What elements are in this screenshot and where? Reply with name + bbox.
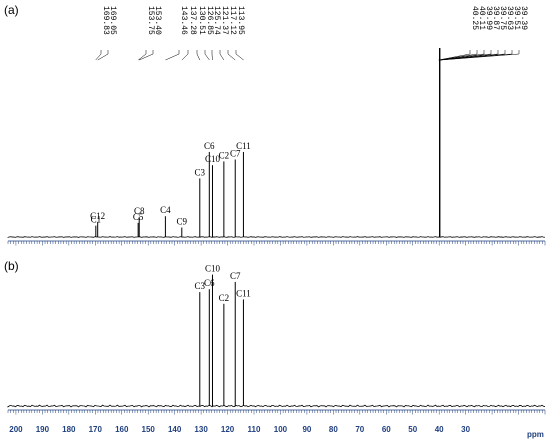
x-tick-label: 40 [435, 425, 444, 434]
x-tick-label: 70 [355, 425, 364, 434]
peak-label: C6 [204, 278, 215, 288]
shift-leader-line [181, 50, 189, 61]
shift-label: 39.87 [491, 6, 500, 30]
shift-label: 40.25 [470, 6, 479, 30]
baseline [7, 236, 546, 238]
shift-label: 113.95 [236, 6, 245, 35]
shift-label: 143.46 [179, 6, 188, 35]
shift-leader-line [227, 50, 236, 61]
shift-leader-line [204, 50, 210, 61]
x-tick-label: 170 [89, 425, 103, 434]
x-tick-label: 90 [302, 425, 311, 434]
shift-label: 153.40 [153, 6, 162, 35]
x-tick-label: 30 [461, 425, 470, 434]
shift-leader-line [440, 50, 520, 61]
shift-label: 137.28 [188, 6, 197, 35]
peak-label: C11 [236, 288, 251, 298]
shift-leader-line [165, 50, 180, 61]
peak-label: C5 [133, 212, 144, 222]
shift-label: 40.11 [477, 6, 486, 30]
shift-label: 125.74 [212, 6, 221, 35]
peak-label: C7 [230, 271, 241, 281]
shift-label: 169.05 [108, 6, 117, 35]
shift-label: 130.51 [197, 6, 206, 35]
shift-label: 121.37 [220, 6, 229, 35]
shift-leader-line [139, 50, 154, 61]
peak-label: C2 [219, 150, 230, 160]
shift-label: 39.75 [498, 6, 507, 30]
x-tick-label: 80 [329, 425, 338, 434]
x-tick-label: 180 [62, 425, 76, 434]
peak-label: C1 [91, 215, 102, 225]
shift-leader-line [97, 50, 109, 61]
x-tick-label: 150 [142, 425, 156, 434]
peak-label: C2 [219, 293, 230, 303]
peak-label: C10 [205, 154, 221, 164]
shift-leader-line [235, 50, 244, 61]
x-tick-label: 60 [382, 425, 391, 434]
shift-label: 153.75 [146, 6, 155, 35]
shift-label: 39.39 [519, 6, 528, 30]
x-tick-label: 140 [168, 425, 182, 434]
x-tick-label: 190 [36, 425, 50, 434]
shift-leader-line [438, 50, 471, 61]
peak-label: C3 [195, 167, 206, 177]
panel-b-label: (b) [4, 259, 19, 273]
x-axis-ticks: 200 190 180 170 160 150 140 130 120 110 100 90 80 70 6… [9, 425, 470, 434]
baseline [7, 404, 546, 408]
x-tick-label: 50 [408, 425, 417, 434]
peak-label: C3 [195, 281, 206, 291]
shift-leader-line [138, 50, 147, 61]
peak-label: C4 [160, 205, 171, 215]
peak-label: C9 [177, 217, 188, 227]
shift-label: 39.99 [484, 6, 493, 30]
x-tick-label: 130 [194, 425, 208, 434]
panel-b-axis [7, 409, 546, 415]
peak-label: C7 [230, 149, 241, 159]
peak-label: C11 [236, 141, 251, 151]
x-tick-label: 160 [115, 425, 129, 434]
shift-leader-line [196, 50, 201, 61]
panel-a-axis [7, 240, 546, 246]
shift-leader-line [95, 50, 102, 61]
panel-a-label: (a) [4, 3, 19, 17]
shift-leader-line [438, 50, 478, 61]
shift-label: 117.12 [228, 6, 237, 35]
x-tick-label: 100 [274, 425, 288, 434]
panel-b-spectrum: C3 C6 C10 C2 C7 C11 [7, 264, 546, 408]
shift-leader-line [219, 50, 225, 61]
x-tick-label: 200 [9, 425, 23, 434]
shift-label: 126.85 [205, 6, 214, 35]
x-tick-label: 110 [248, 425, 261, 434]
shift-label: 39.51 [512, 6, 521, 30]
peak-label: C10 [205, 264, 221, 274]
peak-label: C6 [204, 141, 215, 151]
peak-label: C12 [90, 211, 105, 221]
x-axis-title: ppm [527, 430, 544, 439]
shift-label: 169.83 [101, 6, 110, 35]
x-tick-label: 120 [221, 425, 235, 434]
shift-label: 39.63 [505, 6, 514, 30]
shift-leader-line [439, 50, 492, 61]
shift-leader-line [439, 50, 485, 61]
peak-label: C8 [134, 206, 145, 216]
